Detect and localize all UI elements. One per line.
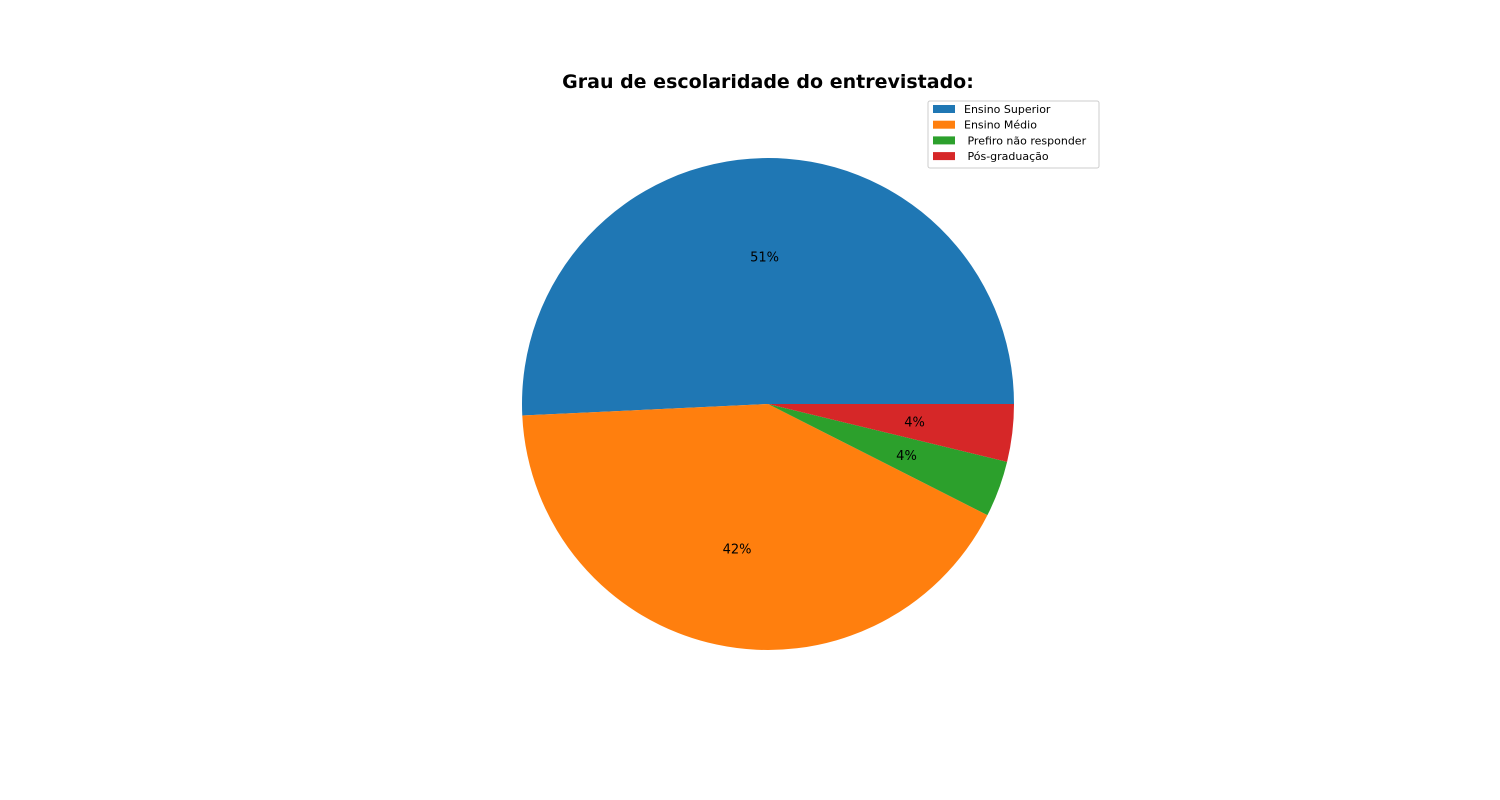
pie-percent-label-1: 42% xyxy=(723,542,752,557)
legend-swatch-0 xyxy=(933,105,955,113)
legend-swatch-3 xyxy=(933,152,955,161)
legend-label-0: Ensino Superior xyxy=(964,103,1051,116)
legend-frame xyxy=(927,100,1100,169)
pie-slice-0 xyxy=(521,157,1014,416)
pie-slice-1 xyxy=(522,404,988,650)
legend-label-2: Prefiro não responder xyxy=(964,134,1087,147)
pie-percent-label-0: 51% xyxy=(750,250,779,265)
legend-label-3: Pós-graduação xyxy=(964,150,1049,163)
pie-percent-label-3: 4% xyxy=(904,415,925,430)
legend-swatch-1 xyxy=(933,120,955,129)
legend: Ensino Superior Ensino Médio Prefiro não … xyxy=(927,100,1100,169)
chart-title: Grau de escolaridade do entrevistado: xyxy=(562,71,974,93)
pie-percent-label-2: 4% xyxy=(896,449,917,464)
pie-slice-3 xyxy=(768,404,1014,462)
legend-label-1: Ensino Médio xyxy=(964,119,1037,132)
pie-slice-2 xyxy=(768,404,1008,516)
legend-swatch-2 xyxy=(933,136,955,145)
pie-percent-labels: 51% 42% 4% 4% xyxy=(723,250,925,557)
pie-slices xyxy=(521,157,1014,650)
